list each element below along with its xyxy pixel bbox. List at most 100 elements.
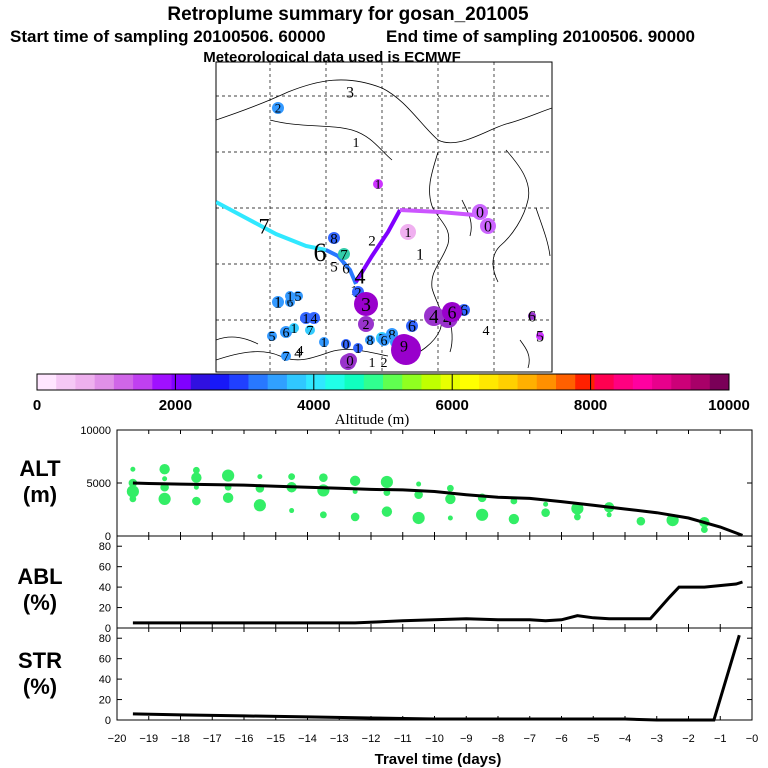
colorbar-swatch [459,374,480,390]
map-position-label: 7 [283,350,290,365]
alt-scatter-point [571,502,584,515]
map-position-label: 6 [381,334,388,349]
alt-scatter-point [319,511,327,519]
map-marker [319,337,329,347]
map-marker [338,248,350,260]
map-points: 3211110078672564123161514561724466465685… [259,85,544,371]
abl-panel-title: ABL [17,564,62,589]
colorbar-swatch [344,374,365,390]
alt-scatter-point [288,473,296,481]
map-marker [281,351,291,361]
alt-scatter-point [573,513,581,521]
map-marker [280,326,292,338]
x-tick-label: −13 [330,733,349,745]
colorbar-swatch [479,374,499,390]
x-tick-label: −12 [362,733,381,745]
map-position-label: 6 [528,309,536,326]
colorbar-swatch [632,374,653,390]
x-axis-label: Travel time (days) [375,751,502,768]
map-position-label: 1 [405,226,412,241]
map-position-label: 0 [346,353,354,369]
map-marker [343,353,357,367]
colorbar-swatch [363,374,384,390]
colorbar-tick-label: 4000 [297,397,330,414]
map-position-label: 6 [314,238,327,267]
str-panel-unit: (%) [23,674,57,699]
alt-panel-frame [116,429,753,537]
map-position-label: 1 [321,336,328,351]
end-time-line: End time of sampling 20100506. 90000 [386,27,695,46]
map-marker [272,296,284,308]
map-position-label: 1 [375,177,382,192]
map-marker [293,291,303,301]
y-tick-label: 60 [99,562,111,574]
map-position-label: 6 [283,326,290,341]
colorbar-swatch [402,374,422,390]
abl-panel-series-line [132,580,743,625]
map-marker [472,204,488,220]
map-marker [353,343,363,353]
map-marker [378,334,390,346]
map-marker [480,218,496,234]
y-tick-label: 40 [99,674,111,686]
map-marker [354,292,378,316]
colorbar-swatch [652,374,672,390]
colorbar-swatch [306,374,326,390]
map-marker [267,331,277,341]
alt-scatter-point [129,495,137,503]
alt-scatter-point [636,516,646,526]
alt-scatter-point [381,506,393,517]
alt-panel-series-line [132,481,744,537]
abl-panel-unit: (%) [23,590,57,615]
alt-scatter-point [350,512,360,522]
map-position-label: 2 [368,233,376,249]
alt-scatter-point [192,496,201,506]
trajectory-far [216,200,327,252]
map-position-label: 2 [363,318,370,333]
colorbar-swatch [75,374,96,390]
x-tick-label: −18 [171,733,190,745]
map-position-label: 5 [269,330,276,345]
map-position-label: 4 [429,306,439,328]
colorbar-swatch [152,374,173,390]
map-marker [392,334,416,358]
colorbar-swatch [690,374,711,390]
alt-scatter-point [349,475,361,487]
map-marker [406,320,418,332]
colorbar-axis-label: Altitude (m) [335,412,410,428]
map-position-label: 1 [353,136,360,151]
y-tick-label: 0 [105,715,111,727]
x-tick-label: −9 [460,733,473,745]
map-position-label: 7 [340,247,348,263]
map-marker [528,312,536,320]
alt-panel-title: ALT [19,456,61,481]
alt-scatter-point [700,526,708,534]
map-position-label: 1 [287,290,294,305]
x-tick-label: −14 [298,733,317,745]
map-position-label: 1 [416,247,424,264]
x-tick-label: −10 [425,733,444,745]
coastlines [216,79,552,369]
map-position-label: 2 [275,101,282,116]
colorbar-swatch [709,374,730,390]
alt-scatter-point [541,508,550,517]
alt-scatter-point [257,474,263,480]
y-tick-label: 80 [99,633,111,645]
alt-scatter-point [222,469,235,482]
trajectory-start [399,208,487,218]
x-tick-label: −5 [587,733,600,745]
x-tick-label: −3 [650,733,663,745]
map-position-label: 6 [408,319,416,336]
map-marker [442,302,462,322]
colorbar-swatch [556,374,576,390]
colorbar-swatch [440,374,461,390]
x-tick-label: −6 [555,733,568,745]
map-position-label: 2 [381,356,388,371]
alt-scatter-point [289,508,295,514]
map-position-label: 1 [355,342,362,357]
colorbar-swatch [536,374,557,390]
colorbar-swatch [575,374,595,390]
y-tick-label: 5000 [87,478,111,490]
alt-scatter-point [543,501,549,507]
map-position-label: 4 [294,345,302,361]
